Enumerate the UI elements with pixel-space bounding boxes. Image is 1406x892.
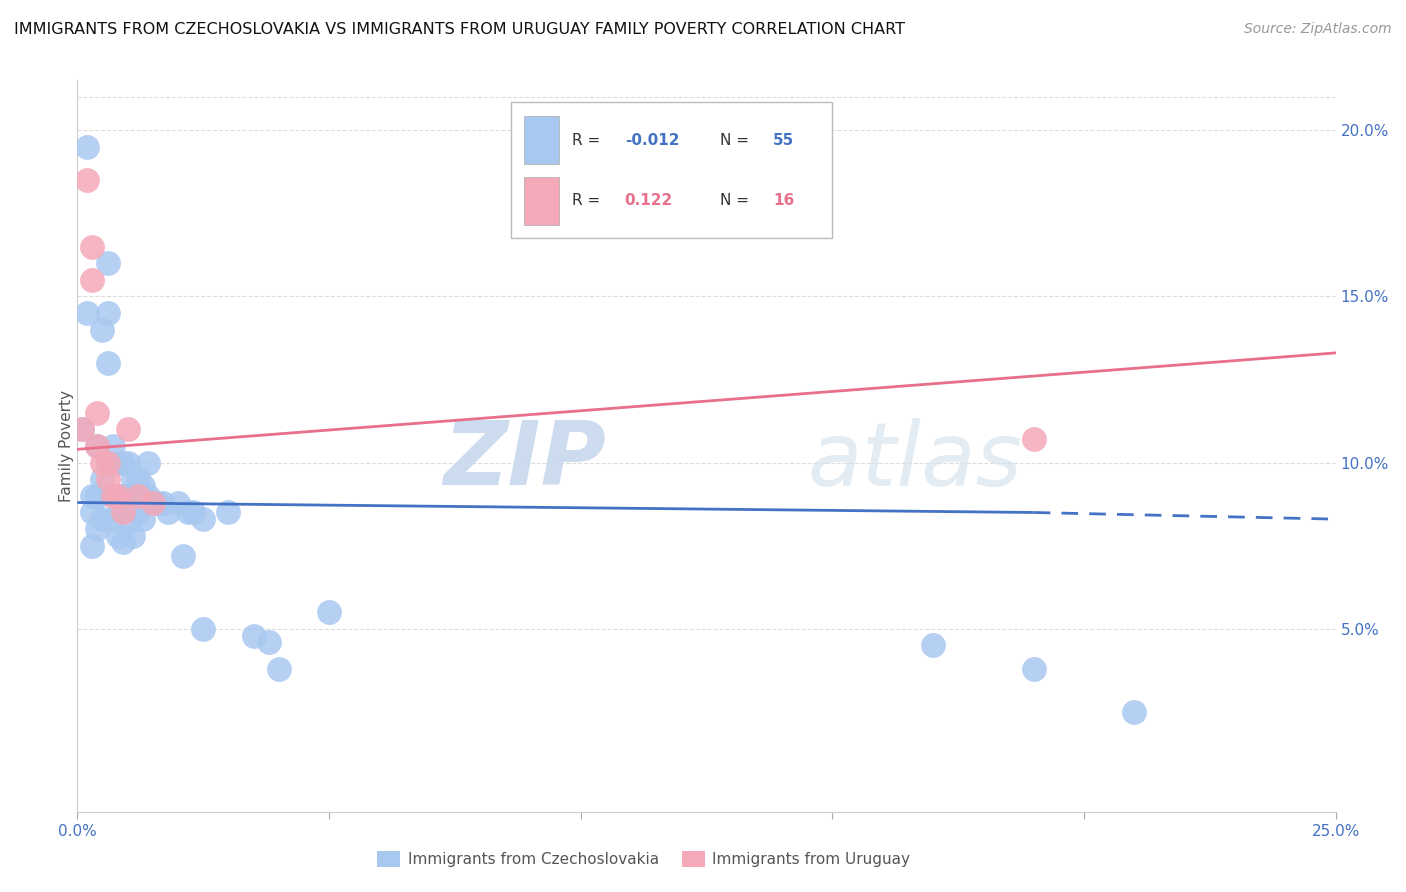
Point <box>191 622 215 636</box>
Point <box>142 495 165 509</box>
Point <box>167 495 190 509</box>
Text: 0.122: 0.122 <box>624 194 673 209</box>
Point <box>181 506 204 520</box>
Point <box>127 506 149 520</box>
Point <box>217 506 239 520</box>
Point <box>1022 433 1045 447</box>
Point <box>96 472 118 486</box>
Point <box>242 628 264 642</box>
Point <box>107 456 129 470</box>
Point <box>91 472 114 486</box>
Point <box>117 489 139 503</box>
Point <box>117 456 139 470</box>
Text: 16: 16 <box>773 194 794 209</box>
Point <box>86 439 108 453</box>
Point <box>82 239 104 253</box>
Point <box>318 605 340 619</box>
Point <box>82 489 104 503</box>
Point <box>121 472 143 486</box>
Text: 55: 55 <box>773 133 794 148</box>
Point <box>111 489 134 503</box>
Point <box>91 512 114 526</box>
Point <box>86 489 108 503</box>
Point <box>111 456 134 470</box>
Point <box>107 489 129 503</box>
Point <box>86 406 108 420</box>
Point <box>121 495 143 509</box>
Point <box>101 512 124 526</box>
Bar <box>524 178 560 225</box>
Point <box>1022 662 1045 676</box>
Point <box>101 489 124 503</box>
Point <box>172 549 194 563</box>
Text: IMMIGRANTS FROM CZECHOSLOVAKIA VS IMMIGRANTS FROM URUGUAY FAMILY POVERTY CORRELA: IMMIGRANTS FROM CZECHOSLOVAKIA VS IMMIGR… <box>14 22 905 37</box>
Point <box>111 506 134 520</box>
Point <box>117 516 139 530</box>
Legend: Immigrants from Czechoslovakia, Immigrants from Uruguay: Immigrants from Czechoslovakia, Immigran… <box>371 846 917 873</box>
Point <box>82 273 104 287</box>
Text: ZIP: ZIP <box>443 417 606 504</box>
Point <box>191 512 215 526</box>
Point <box>76 306 98 320</box>
Text: N =: N = <box>720 194 754 209</box>
Point <box>257 635 280 649</box>
Point <box>76 173 98 187</box>
Point <box>101 439 124 453</box>
Point <box>132 512 155 526</box>
Point <box>72 422 94 436</box>
Y-axis label: Family Poverty: Family Poverty <box>59 390 73 502</box>
Point <box>111 535 134 549</box>
Text: R =: R = <box>572 194 605 209</box>
Point <box>267 662 290 676</box>
Text: atlas: atlas <box>807 417 1022 504</box>
Point <box>96 356 118 370</box>
Point <box>177 506 200 520</box>
Point <box>86 439 108 453</box>
Bar <box>524 117 560 164</box>
Text: Source: ZipAtlas.com: Source: ZipAtlas.com <box>1244 22 1392 37</box>
Point <box>107 529 129 543</box>
Point <box>156 506 179 520</box>
Point <box>127 489 149 503</box>
Point <box>101 489 124 503</box>
Point <box>72 422 94 436</box>
Point <box>111 506 134 520</box>
Point <box>96 456 118 470</box>
Point <box>146 495 169 509</box>
Point <box>127 472 149 486</box>
Point <box>91 323 114 337</box>
Point <box>136 456 159 470</box>
Text: N =: N = <box>720 133 754 148</box>
Point <box>82 539 104 553</box>
Point <box>152 495 174 509</box>
Point <box>922 639 945 653</box>
Point <box>117 422 139 436</box>
Point <box>132 479 155 493</box>
Point <box>107 489 129 503</box>
Point <box>76 140 98 154</box>
Text: -0.012: -0.012 <box>624 133 679 148</box>
Point <box>96 256 118 270</box>
FancyBboxPatch shape <box>512 103 832 237</box>
Point <box>121 529 143 543</box>
Point <box>82 506 104 520</box>
Text: R =: R = <box>572 133 605 148</box>
Point <box>96 306 118 320</box>
Point <box>91 456 114 470</box>
Point <box>1123 705 1146 719</box>
Point <box>136 489 159 503</box>
Point <box>86 522 108 536</box>
Point <box>142 495 165 509</box>
